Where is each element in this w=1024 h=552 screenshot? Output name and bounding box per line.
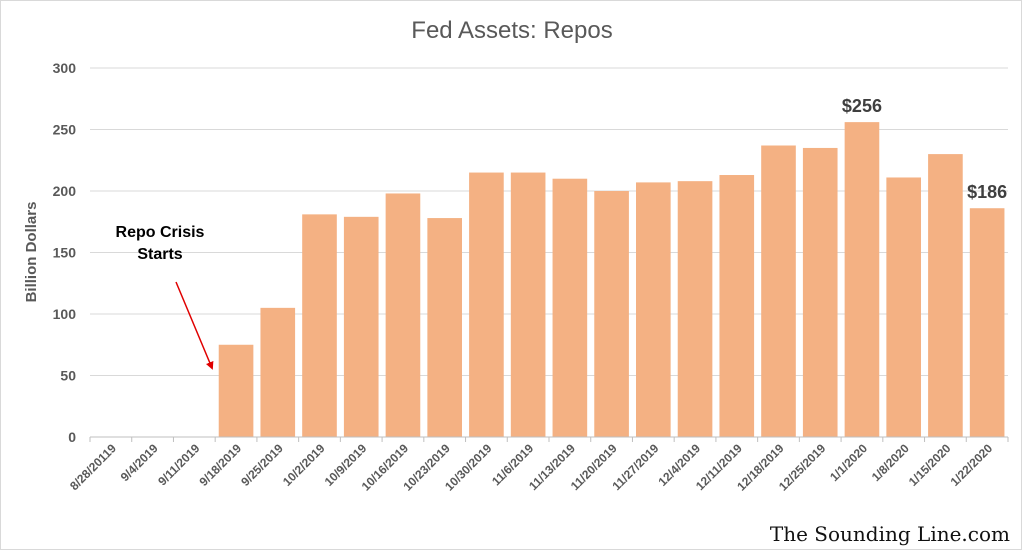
y-tick-label: 50 [60,368,76,384]
x-tick-label: 1/1/2020 [827,441,870,484]
x-tick-label: 9/25/2019 [238,441,286,489]
y-tick-label: 200 [53,183,77,199]
y-tick-label: 300 [53,60,77,76]
bar [594,191,629,437]
bar [385,193,421,437]
bar [510,172,546,438]
bar [218,344,254,437]
y-tick-label: 250 [53,122,77,138]
y-tick-label: 150 [53,245,77,261]
watermark: The Sounding Line.com [769,522,1010,546]
x-tick-label: 1/22/2020 [948,441,996,489]
bar [427,218,462,437]
chart-title: Fed Assets: Repos [411,17,612,44]
bar [844,122,880,438]
x-tick-label: 9/11/2019 [155,441,202,488]
x-tick-label: 1/15/2020 [906,441,954,489]
data-label: $186 [967,182,1007,202]
x-tick-label: 8/28/20119 [67,441,119,493]
x-tick-label: 9/18/2019 [197,441,245,489]
bar [886,177,921,437]
bars [218,122,1005,438]
bar [260,307,296,437]
bar [719,175,755,437]
annotation-line-2: Starts [137,246,182,263]
annotation-arrow [175,281,214,370]
y-tick-label: 100 [53,306,77,322]
bar [928,154,963,437]
x-tick-label: 1/8/2020 [869,441,912,484]
y-axis-label: Billion Dollars [23,202,40,303]
y-axis-ticks: 0 50 100 150 200 250 300 [53,60,77,445]
x-axis-ticks: 8/28/201199/4/20199/11/20199/18/20199/25… [67,437,1009,494]
y-tick-label: 0 [68,429,76,445]
repo-crisis-annotation: Repo Crisis Starts [116,224,214,370]
bar [802,147,838,437]
bar [677,181,713,437]
bar [552,178,588,437]
data-labels: $256 $186 [842,96,1007,202]
bar [469,172,504,438]
bar [302,214,337,437]
bar [761,145,796,438]
bar [969,208,1005,437]
bar [636,182,671,437]
x-tick-label: 10/2/2019 [280,441,328,489]
annotation-line-1: Repo Crisis [116,224,205,241]
data-label: $256 [842,96,882,116]
bar [343,216,379,437]
x-tick-label: 9/4/2019 [118,441,161,484]
